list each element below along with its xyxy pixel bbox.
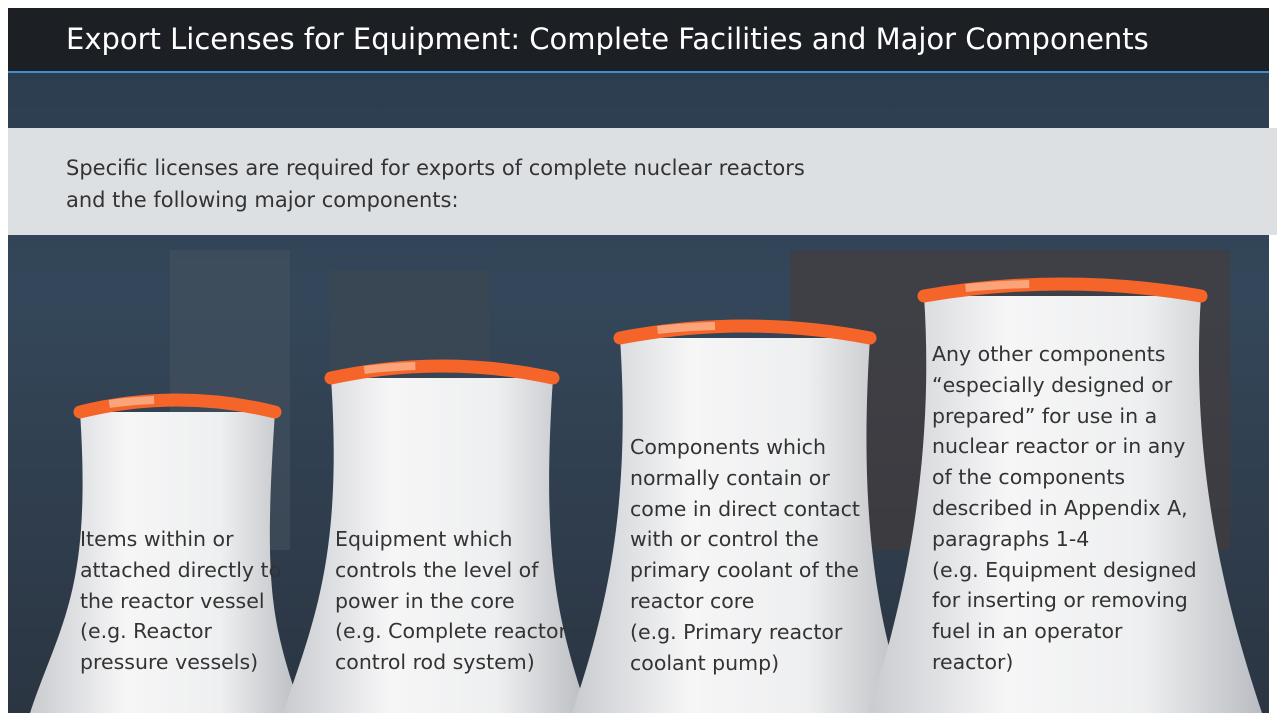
text-line: for inserting or removing — [932, 585, 1197, 616]
intro-band: Specific licenses are required for expor… — [8, 128, 1277, 235]
text-line: of the components — [932, 462, 1197, 493]
text-line: paragraphs 1-4 — [932, 524, 1197, 555]
text-line: normally contain or — [630, 463, 860, 494]
text-line: nuclear reactor or in any — [932, 431, 1197, 462]
text-line: (e.g. Complete reactor — [335, 616, 567, 647]
text-line: Specific licenses are required for expor… — [66, 152, 805, 184]
text-line: “especially designed or — [932, 370, 1197, 401]
text-line: Components which — [630, 432, 860, 463]
text-line: Any other components — [932, 339, 1197, 370]
text-line: (e.g. Equipment designed — [932, 555, 1197, 586]
text-line: attached directly to — [80, 555, 281, 586]
tower-rim-highlight — [364, 366, 415, 370]
text-line: fuel in an operator — [932, 616, 1197, 647]
text-line: power in the core — [335, 586, 567, 617]
text-line: Equipment which — [335, 524, 567, 555]
text-line: and the following major components: — [66, 184, 805, 216]
text-line: (e.g. Reactor — [80, 616, 281, 647]
tower-rim-highlight — [658, 326, 716, 330]
tower-rim-highlight — [109, 400, 154, 404]
tower-rim-highlight — [966, 284, 1030, 288]
text-line: primary coolant of the — [630, 555, 860, 586]
text-line: with or control the — [630, 524, 860, 555]
text-line: the reactor vessel — [80, 586, 281, 617]
text-line: prepared” for use in a — [932, 401, 1197, 432]
intro-text: Specific licenses are required for expor… — [66, 152, 805, 216]
slide: Export Licenses for Equipment: Complete … — [0, 0, 1277, 713]
tower-text: Any other components“especially designed… — [932, 339, 1197, 678]
text-line: described in Appendix A, — [932, 493, 1197, 524]
text-line: controls the level of — [335, 555, 567, 586]
text-line: Items within or — [80, 524, 281, 555]
text-line: coolant pump) — [630, 648, 860, 679]
text-line: control rod system) — [335, 647, 567, 678]
text-line: (e.g. Primary reactor — [630, 617, 860, 648]
text-line: come in direct contact — [630, 494, 860, 525]
text-line: reactor) — [932, 647, 1197, 678]
title-bar: Export Licenses for Equipment: Complete … — [8, 8, 1269, 73]
slide-title: Export Licenses for Equipment: Complete … — [66, 22, 1149, 56]
text-line: reactor core — [630, 586, 860, 617]
text-line: pressure vessels) — [80, 647, 281, 678]
